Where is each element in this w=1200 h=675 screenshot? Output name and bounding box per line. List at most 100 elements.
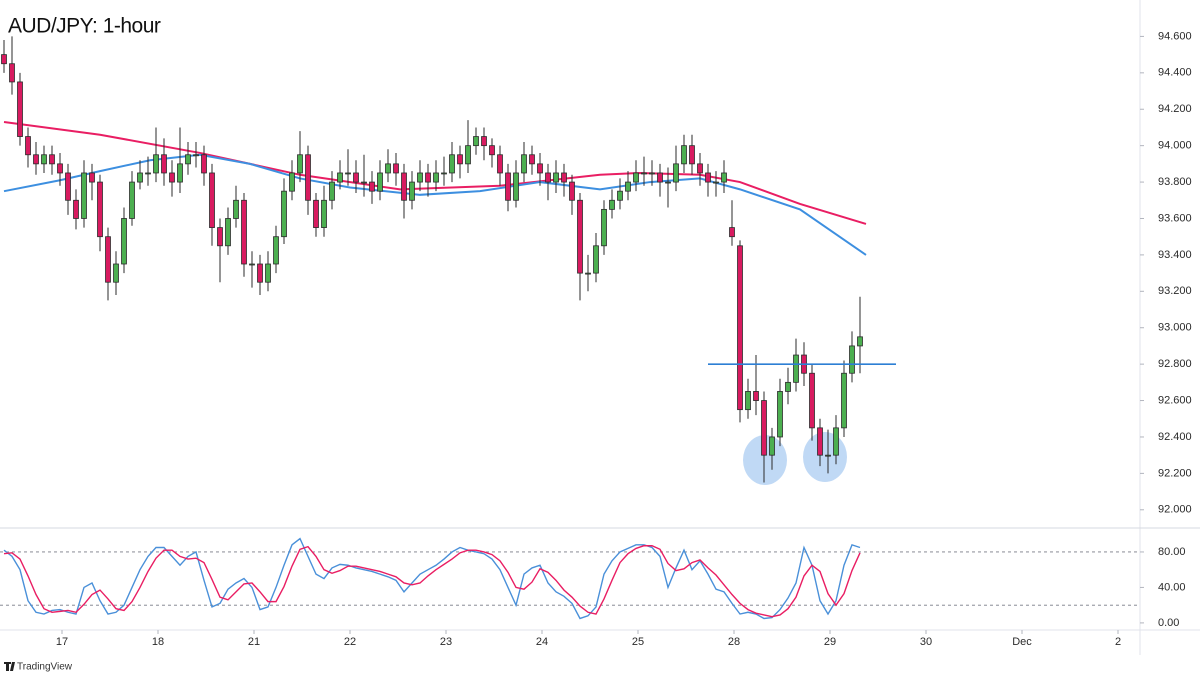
y-tick-label: 94.400 — [1158, 67, 1192, 79]
x-tick-label: 17 — [56, 636, 68, 648]
candle-body — [161, 154, 167, 174]
logo-icon — [4, 662, 15, 671]
candle-body — [729, 227, 735, 238]
candle-body — [665, 181, 671, 184]
candle-body — [49, 154, 55, 165]
candle-body — [209, 172, 215, 228]
x-tick-label: 24 — [536, 636, 548, 648]
candle-body — [329, 181, 335, 201]
candle-body — [625, 181, 631, 192]
y-tick-label: 92.800 — [1158, 358, 1192, 370]
candle-body — [313, 199, 319, 228]
candle-body — [497, 154, 503, 174]
x-tick-label: 23 — [440, 636, 452, 648]
candle-body — [169, 172, 175, 183]
candle-body — [409, 181, 415, 201]
candle-body — [697, 163, 703, 174]
candle-body — [529, 154, 535, 165]
x-tick-label: 2 — [1115, 636, 1121, 648]
y-tick-label: 0.00 — [1158, 617, 1179, 629]
candle-body — [769, 436, 775, 456]
candle-body — [753, 391, 759, 401]
candle-body — [201, 154, 207, 174]
candle-body — [305, 154, 311, 201]
candle-body — [441, 172, 447, 175]
candle-body — [153, 154, 159, 174]
candle-body — [833, 427, 839, 456]
chart-title: AUD/JPY: 1-hour — [8, 15, 161, 38]
y-tick-label: 80.00 — [1158, 546, 1186, 558]
candle-body — [793, 354, 799, 383]
candle-body — [721, 172, 727, 183]
candle-body — [505, 172, 511, 201]
candle-body — [817, 427, 823, 456]
candle-body — [233, 199, 239, 219]
candle-body — [1, 54, 7, 65]
highlight-bottom — [803, 432, 847, 482]
y-tick-label: 94.600 — [1158, 30, 1192, 42]
candle-body — [457, 154, 463, 165]
candle-body — [713, 181, 719, 184]
candle-body — [433, 172, 439, 183]
candle-body — [569, 181, 575, 201]
candle-body — [553, 172, 559, 183]
candle-body — [185, 154, 191, 165]
candle-body — [825, 454, 831, 457]
candle-body — [777, 391, 783, 438]
candle-body — [249, 263, 255, 266]
candle-body — [145, 172, 151, 175]
candle-body — [57, 163, 63, 174]
y-tick-label: 93.600 — [1158, 212, 1192, 224]
x-tick-label: 22 — [344, 636, 356, 648]
candle-body — [25, 136, 31, 156]
candle-body — [633, 172, 639, 183]
y-tick-label: 92.600 — [1158, 394, 1192, 406]
candle-body — [193, 154, 199, 157]
candle-body — [9, 63, 15, 83]
y-tick-label: 93.400 — [1158, 249, 1192, 261]
x-tick-label: 25 — [632, 636, 644, 648]
candle-body — [601, 208, 607, 247]
candle-body — [673, 163, 679, 183]
y-tick-label: 40.00 — [1158, 581, 1186, 593]
candle-body — [689, 145, 695, 165]
candle-body — [217, 227, 223, 247]
candle-body — [585, 272, 591, 275]
x-tick-label: Dec — [1012, 636, 1032, 648]
candle-body — [417, 172, 423, 183]
candle-body — [137, 172, 143, 183]
candle-body — [377, 172, 383, 192]
candle-body — [545, 172, 551, 183]
candle-body — [705, 172, 711, 183]
candle-body — [297, 154, 303, 174]
candle-body — [617, 190, 623, 201]
candle-body — [609, 199, 615, 210]
x-tick-label: 29 — [824, 636, 836, 648]
candle-body — [449, 154, 455, 174]
plot-layer: 92.000 92.200 92.400 92.600 92.800 93.000 93.2… — [0, 30, 1192, 648]
candle-body — [337, 172, 343, 183]
candle-body — [641, 172, 647, 175]
candle-body — [81, 172, 87, 219]
candle-body — [593, 245, 599, 274]
candle-body — [33, 154, 39, 165]
candle-body — [89, 172, 95, 183]
candle-body — [473, 136, 479, 147]
candle-body — [561, 172, 567, 183]
candle-body — [17, 81, 23, 137]
candle-body — [97, 181, 103, 238]
candle-body — [289, 172, 295, 192]
candle-body — [353, 172, 359, 183]
candle-body — [785, 381, 791, 392]
x-tick-label: 21 — [248, 636, 260, 648]
candle-body — [41, 154, 47, 165]
footer-brand: TradingView — [17, 662, 73, 673]
candle-body — [857, 336, 863, 347]
highlight-bottom — [743, 435, 787, 485]
candle-body — [489, 145, 495, 156]
tradingview-logo: TradingView — [4, 662, 73, 673]
candle-body — [537, 163, 543, 174]
y-tick-label: 93.000 — [1158, 322, 1192, 334]
